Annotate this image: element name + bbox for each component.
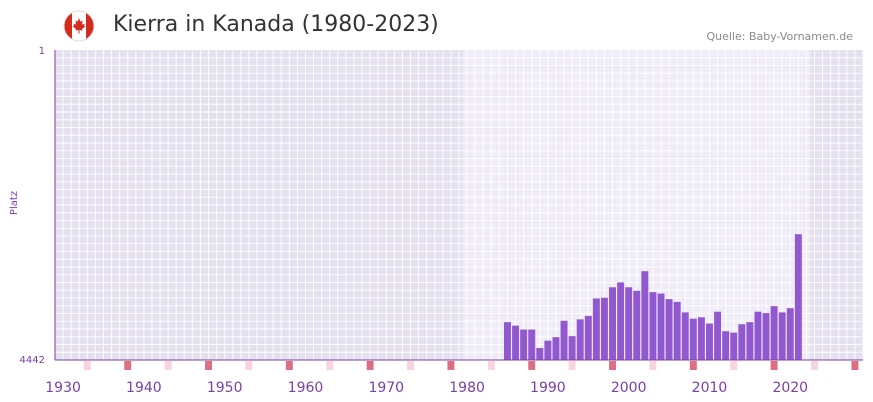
bar — [754, 311, 762, 360]
x-tick-label: 1930 — [45, 380, 81, 396]
x-tick-label: 1940 — [126, 380, 162, 396]
x-marker — [164, 361, 172, 370]
bar — [786, 308, 794, 360]
bar — [617, 282, 625, 360]
x-marker — [205, 361, 212, 370]
x-marker — [811, 361, 818, 370]
y-tick-label-top: 1 — [39, 46, 45, 57]
x-marker — [649, 361, 657, 370]
axes: 1930 1940 1950 1960 1970 1980 1990 2000 2010 2020… — [9, 46, 863, 396]
bar — [730, 332, 738, 360]
bar — [528, 329, 536, 360]
bar — [609, 287, 616, 360]
x-marker — [568, 361, 576, 370]
x-marker — [770, 361, 778, 370]
x-tick-label: 1950 — [207, 380, 243, 396]
bars — [504, 234, 802, 360]
bar — [714, 311, 722, 360]
x-tick-label: 1970 — [368, 380, 404, 396]
x-marker — [124, 361, 132, 370]
bar — [560, 320, 568, 360]
bar — [738, 324, 746, 360]
x-marker — [689, 361, 697, 370]
x-marker — [326, 361, 334, 370]
bar — [544, 340, 552, 360]
bar — [625, 287, 633, 360]
x-marker — [609, 361, 616, 370]
bar — [770, 306, 778, 360]
bar — [576, 319, 584, 360]
bar — [584, 315, 592, 360]
grid — [54, 50, 864, 360]
bar — [657, 293, 665, 360]
x-tick-label: 1990 — [530, 380, 566, 396]
x-tick-label: 2010 — [692, 380, 728, 396]
x-marker — [245, 361, 253, 370]
y-tick-label-bottom: 4442 — [20, 355, 45, 366]
x-marker — [366, 361, 374, 370]
bar — [520, 329, 528, 360]
bar — [706, 323, 713, 360]
bar — [722, 331, 730, 360]
bar — [504, 322, 511, 360]
x-marker — [487, 361, 495, 370]
bar — [649, 292, 657, 360]
bar — [697, 317, 705, 360]
x-marker — [730, 361, 738, 370]
bar — [746, 322, 754, 360]
bar — [552, 337, 560, 360]
x-marker — [447, 361, 455, 370]
bar — [641, 271, 649, 360]
bar — [689, 318, 697, 360]
x-tick-label: 2020 — [772, 380, 808, 396]
y-axis-label: Platz — [9, 191, 20, 215]
bar — [633, 290, 641, 360]
x-tick-label: 2000 — [611, 380, 647, 396]
bar — [794, 234, 802, 360]
source-label: Quelle: Baby-Vornamen.de — [706, 30, 853, 43]
bar — [568, 336, 576, 360]
x-marker — [528, 361, 536, 370]
bar — [665, 299, 673, 360]
x-marker — [285, 361, 293, 370]
bar — [762, 313, 770, 360]
bar — [778, 312, 786, 360]
chart-title: Kierra in Kanada (1980-2023) — [113, 12, 439, 37]
canada-flag-icon — [63, 10, 95, 42]
bar — [681, 312, 689, 360]
bar — [512, 325, 520, 360]
x-marker — [83, 361, 91, 370]
x-tick-label: 1960 — [288, 380, 324, 396]
bar — [673, 301, 681, 360]
bar — [536, 347, 544, 360]
x-tick-label: 1980 — [449, 380, 485, 396]
x-marker — [851, 361, 859, 370]
bar — [592, 298, 600, 360]
bar — [600, 297, 608, 360]
x-marker — [407, 361, 414, 370]
